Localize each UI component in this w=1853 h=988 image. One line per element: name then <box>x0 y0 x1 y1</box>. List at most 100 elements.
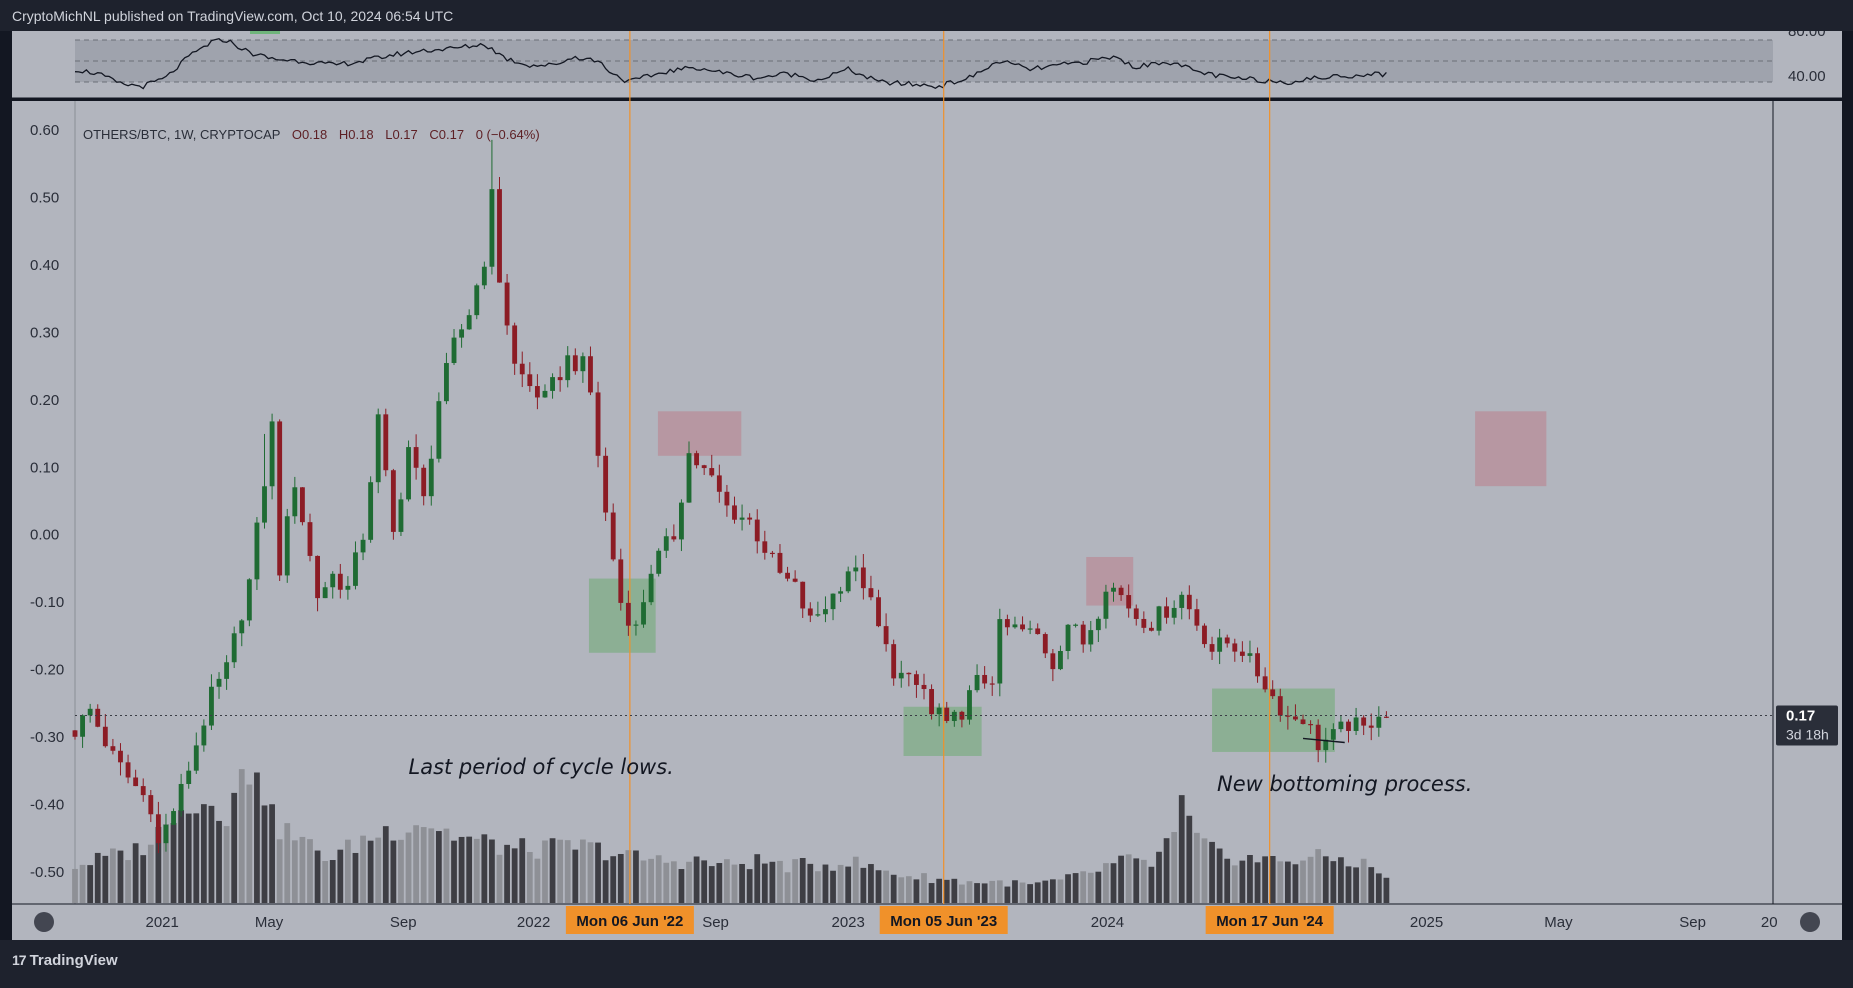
volume-bar <box>564 840 571 903</box>
volume-bar <box>1110 863 1117 903</box>
volume-bar <box>1072 873 1079 903</box>
volume-bar <box>489 839 495 903</box>
volume-bar <box>981 883 988 903</box>
candle-body <box>580 356 586 372</box>
volume-bar <box>1194 832 1200 903</box>
candle-body <box>337 573 343 590</box>
candle-body <box>762 541 768 553</box>
candle-body <box>1065 624 1071 651</box>
trend-line <box>1302 737 1345 744</box>
candle-body <box>1217 637 1223 652</box>
candle-body <box>353 552 358 586</box>
volume-bar <box>943 879 950 903</box>
chart-legend: OTHERS/BTC, 1W, CRYPTOCAP O0.18 H0.18 L0… <box>83 127 540 142</box>
volume-bar <box>307 839 313 903</box>
marker-label-bg-1 <box>879 906 1008 934</box>
volume-bar <box>663 862 670 903</box>
candle-body <box>262 486 267 523</box>
candle-body <box>1126 595 1132 609</box>
volume-bar <box>291 840 298 903</box>
volume-bar <box>655 855 662 903</box>
candle-body <box>413 447 419 468</box>
volume-bar <box>254 772 260 903</box>
volume-bar <box>784 872 791 903</box>
y-tick-label: -0.10 <box>30 594 64 611</box>
volume-bar <box>761 863 768 903</box>
x-tick-label: Sep <box>390 914 417 931</box>
volume-bar <box>557 839 564 903</box>
volume-bar <box>1277 861 1284 903</box>
candle-body <box>671 536 677 540</box>
rsi-line <box>74 37 1387 90</box>
volume-bar <box>905 876 912 903</box>
candle-body <box>118 750 123 763</box>
candle-body <box>110 746 116 751</box>
tradingview-logo-mark: 17 <box>12 952 27 968</box>
legend-symbol: OTHERS/BTC, 1W, CRYPTOCAP <box>83 127 280 142</box>
volume-bar <box>595 842 601 903</box>
candle-body <box>1058 650 1063 670</box>
volume-bar <box>1201 838 1208 903</box>
candle-body <box>148 795 154 815</box>
volume-bar <box>246 784 253 903</box>
candle-body <box>754 519 760 542</box>
candle-body <box>815 614 821 616</box>
candle-body <box>125 762 131 778</box>
candle-body <box>398 499 404 532</box>
volume-bar <box>648 858 654 903</box>
candle-body <box>527 374 533 387</box>
volume-bar <box>1148 866 1155 903</box>
candle-body <box>656 550 662 574</box>
candle-body <box>284 516 290 576</box>
y-tick-label: 0.00 <box>30 527 59 544</box>
current-price-value: 0.17 <box>1786 708 1815 725</box>
volume-bar <box>398 839 404 903</box>
volume-bar <box>125 860 131 903</box>
current-price-tag[interactable]: 0.17 3d 18h <box>1776 705 1838 746</box>
legend-low: L0.17 <box>385 127 418 142</box>
chart-canvas[interactable]: 80.00 40.00 0.60 0.50 0.40 0.30 0.20 0.10 0.00… <box>0 31 1853 940</box>
volume-bar <box>936 878 943 903</box>
scroll-left-button[interactable] <box>34 912 54 932</box>
scroll-right-button[interactable] <box>1800 912 1820 932</box>
candle-body <box>1111 587 1116 592</box>
candle-body <box>383 414 389 471</box>
volume-bar <box>1315 849 1322 903</box>
current-price-countdown: 3d 18h <box>1786 727 1829 743</box>
volume-bar <box>269 804 275 903</box>
volume-bar <box>390 840 397 903</box>
candle-body <box>512 325 518 364</box>
x-tick-label: 2021 <box>145 914 178 931</box>
volume-bar <box>178 810 185 903</box>
volume-bar <box>451 840 457 903</box>
candle-body <box>451 337 457 364</box>
volume-bar <box>1231 865 1238 903</box>
x-tick-label: 2022 <box>517 914 550 931</box>
candle-body <box>299 487 305 523</box>
candle-body <box>368 482 374 540</box>
candles <box>72 139 1389 854</box>
candle-body <box>1004 619 1010 628</box>
volume-bar <box>382 826 389 903</box>
volume-bar <box>921 873 927 903</box>
tradingview-logo[interactable]: 17 TradingView <box>12 952 118 969</box>
volume-bar <box>526 851 533 903</box>
volume-bar <box>1118 855 1124 903</box>
volume-bar <box>223 826 230 903</box>
y-tick-label: -0.40 <box>30 797 64 814</box>
volume-bar <box>1209 841 1215 903</box>
candle-body <box>1361 717 1367 726</box>
candle-body <box>269 421 275 487</box>
candle-body <box>989 683 995 685</box>
volume-bar <box>458 836 465 903</box>
candle-body <box>1020 624 1025 630</box>
rsi-series <box>74 37 1387 90</box>
candle-body <box>1042 634 1048 654</box>
x-tick-label: 20 <box>1761 914 1778 931</box>
volume-bar <box>989 880 996 903</box>
volume-bar <box>799 858 806 903</box>
candle-body <box>588 356 593 393</box>
candle-body <box>1308 724 1314 726</box>
green-zone-4 <box>1212 688 1335 752</box>
candle-body <box>860 567 866 589</box>
